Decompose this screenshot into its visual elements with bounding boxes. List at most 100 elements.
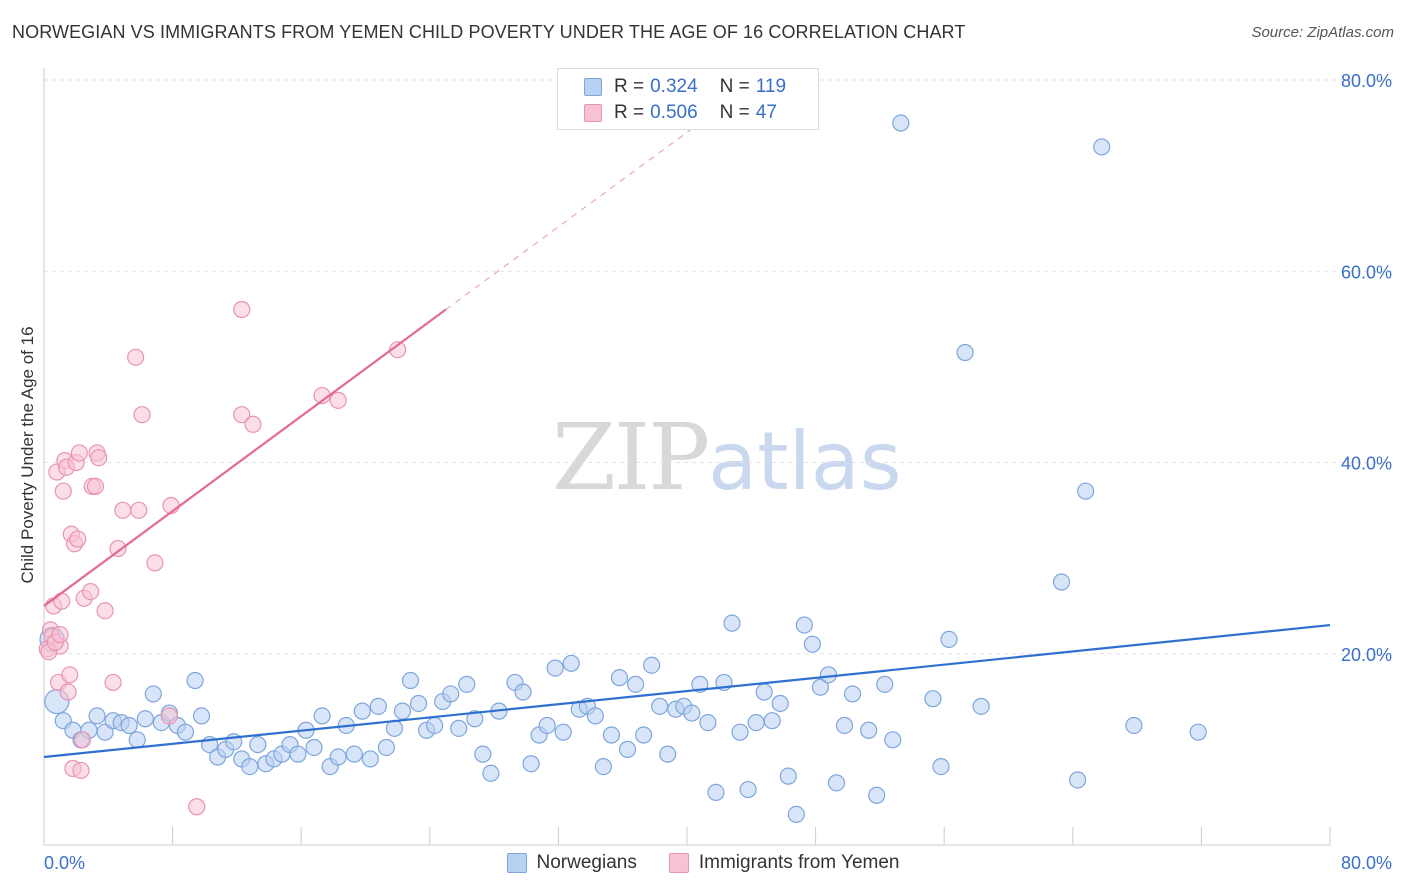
norwegians-point [522, 755, 540, 773]
norwegians-point [514, 683, 532, 701]
norwegians-legend-swatch [506, 853, 527, 873]
norwegians-point [811, 678, 830, 696]
norwegians-point [377, 738, 395, 757]
norwegians-point [956, 343, 974, 362]
norwegians-point [1069, 771, 1087, 789]
norwegians-point [803, 635, 821, 653]
norwegians-point [241, 757, 259, 776]
norwegians-point [771, 694, 789, 713]
r-value-norwegians: 0.324 [650, 76, 698, 97]
grid-lines [44, 79, 1392, 655]
norwegians-point [305, 738, 323, 757]
norwegians-point [128, 731, 146, 749]
norwegians-point [450, 719, 468, 737]
norwegians-point [860, 721, 878, 739]
legend-item-norwegians[interactable]: Norwegians [506, 852, 637, 874]
n-value-norwegians: 119 [755, 76, 787, 97]
legend-item-yemen[interactable]: Immigrants from Yemen [668, 852, 900, 874]
norwegians-point [819, 666, 838, 684]
norwegians-point [466, 710, 484, 728]
n-value-yemen: 47 [755, 102, 777, 123]
norwegians-point [795, 616, 813, 634]
yemen-point [82, 582, 100, 601]
y-tick-label: 40.0% [1341, 454, 1392, 474]
norwegians-point [313, 707, 331, 725]
r-label: R = [614, 102, 645, 123]
y-tick-label: 80.0% [1341, 71, 1392, 91]
norwegians-point [843, 685, 862, 703]
norwegians-point [683, 704, 701, 722]
norwegians-point [594, 757, 613, 776]
norwegians-point [634, 726, 653, 744]
yemen-point [53, 592, 71, 610]
norwegians-point [651, 697, 669, 715]
norwegians-point [731, 723, 749, 741]
y-tick-label: 60.0% [1341, 262, 1392, 282]
yemen-point [244, 415, 262, 433]
trend-lines [43, 108, 1331, 759]
norwegians-point [369, 697, 387, 715]
norwegians-point [626, 675, 645, 693]
norwegians-points [39, 114, 1207, 824]
norwegians-point [361, 750, 379, 768]
yemen-point [329, 391, 347, 409]
stats-row-norwegians: R = 0.324 N = 119 [584, 74, 786, 100]
norwegians-point [755, 683, 773, 701]
series-legend: Norwegians Immigrants from Yemen [0, 852, 1406, 874]
yemen-point [133, 406, 151, 424]
norwegians-point [120, 716, 138, 735]
norwegians-point [442, 685, 460, 703]
norwegians-point [610, 669, 629, 687]
yemen-point [70, 444, 88, 462]
norwegians-point [136, 710, 154, 728]
legend-label-yemen: Immigrants from Yemen [698, 852, 900, 873]
norwegians-point [1125, 716, 1143, 735]
norwegians-point [876, 675, 894, 693]
yemen-point [72, 761, 90, 780]
watermark: ZIPatlas [552, 404, 902, 511]
norwegians-point [409, 694, 428, 713]
yemen-swatch [584, 104, 602, 122]
norwegians-point [924, 690, 942, 708]
norwegians-point [192, 707, 211, 725]
yemen-point [51, 626, 69, 644]
n-label: N = [719, 102, 750, 123]
norwegians-point [1077, 482, 1095, 500]
norwegians-point [659, 745, 677, 763]
norwegians-swatch [584, 78, 602, 96]
norwegians-point [723, 614, 741, 632]
norwegians-point [329, 748, 347, 766]
norwegians-point [932, 757, 950, 776]
norwegians-point [787, 805, 805, 824]
yemen-point [59, 683, 77, 701]
x-ticks [43, 827, 1331, 845]
yemen-point [109, 539, 127, 558]
yemen-trend-extension [445, 108, 720, 310]
watermark-atlas: atlas [708, 415, 902, 508]
yemen-point [146, 554, 164, 572]
yemen-point [86, 477, 105, 496]
norwegians-point [643, 656, 661, 674]
norwegians-point [345, 745, 363, 763]
norwegians-point [602, 726, 621, 744]
norwegians-point [562, 654, 580, 672]
source-label: Source: ZipAtlas.com [1251, 24, 1394, 41]
x-tick-labels: 0.0% 80.0% [44, 853, 1392, 873]
yemen-point [130, 501, 148, 519]
norwegians-point [868, 786, 886, 804]
yemen-point [73, 731, 92, 749]
norwegians-point [618, 740, 637, 758]
r-value-yemen: 0.506 [650, 102, 698, 123]
y-axis-label: Child Poverty Under the Age of 16 [18, 326, 37, 583]
norwegians-point [586, 707, 604, 725]
norwegians-point [1052, 573, 1071, 591]
norwegians-point [289, 745, 307, 763]
yemen-point [233, 300, 251, 319]
norwegians-point [249, 735, 267, 754]
x-tick-label-min: 0.0% [44, 853, 85, 873]
yemen-points [38, 300, 407, 816]
stats-row-yemen: R = 0.506 N = 47 [584, 100, 777, 126]
norwegians-point [186, 671, 204, 690]
yemen-point [54, 482, 72, 500]
